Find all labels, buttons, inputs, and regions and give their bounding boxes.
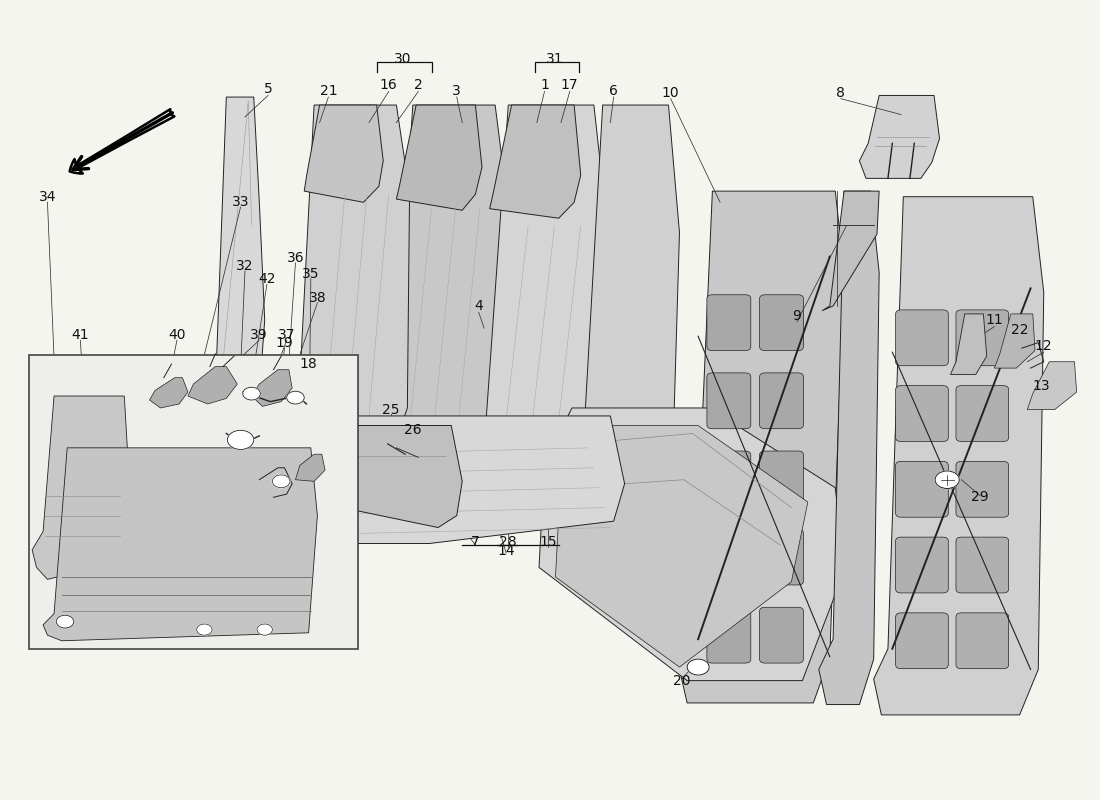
FancyBboxPatch shape (895, 462, 948, 517)
Polygon shape (539, 408, 844, 681)
Text: 2: 2 (414, 78, 422, 92)
FancyBboxPatch shape (760, 373, 803, 429)
Polygon shape (574, 105, 680, 512)
Text: 14: 14 (497, 545, 515, 558)
Polygon shape (1027, 362, 1077, 410)
Polygon shape (179, 420, 315, 515)
Circle shape (257, 624, 273, 635)
Polygon shape (150, 378, 188, 408)
Polygon shape (179, 416, 625, 543)
Polygon shape (43, 448, 318, 641)
Polygon shape (822, 191, 879, 310)
Text: 32: 32 (236, 259, 254, 273)
Text: 21: 21 (319, 84, 338, 98)
Text: 35: 35 (302, 267, 320, 281)
Text: 42: 42 (258, 272, 276, 286)
Text: 29: 29 (971, 490, 989, 504)
Polygon shape (305, 105, 383, 202)
Polygon shape (490, 105, 581, 218)
Text: 10: 10 (662, 86, 680, 100)
FancyBboxPatch shape (760, 294, 803, 350)
FancyBboxPatch shape (760, 607, 803, 663)
Text: 11: 11 (986, 314, 1003, 327)
FancyBboxPatch shape (707, 294, 751, 350)
Circle shape (56, 615, 74, 628)
FancyBboxPatch shape (29, 355, 358, 649)
Text: 37: 37 (278, 328, 296, 342)
Text: 33: 33 (232, 195, 250, 210)
Polygon shape (289, 105, 409, 464)
Text: 34: 34 (39, 190, 56, 204)
Text: 28: 28 (499, 535, 517, 549)
FancyBboxPatch shape (956, 386, 1009, 442)
Circle shape (287, 391, 305, 404)
Text: 30: 30 (394, 52, 411, 66)
FancyBboxPatch shape (956, 310, 1009, 366)
Circle shape (243, 387, 261, 400)
Text: 6: 6 (609, 84, 618, 98)
Text: 39: 39 (251, 328, 268, 342)
Polygon shape (208, 97, 265, 484)
Text: 4: 4 (474, 299, 483, 313)
Polygon shape (475, 105, 607, 502)
Polygon shape (873, 197, 1044, 715)
Polygon shape (381, 105, 508, 484)
Text: 17: 17 (561, 78, 579, 92)
Text: 12: 12 (1035, 338, 1053, 353)
Text: 3: 3 (452, 84, 461, 98)
FancyBboxPatch shape (895, 310, 948, 366)
FancyBboxPatch shape (707, 451, 751, 507)
FancyBboxPatch shape (895, 613, 948, 669)
Text: 25: 25 (382, 402, 399, 417)
Text: 1: 1 (540, 78, 549, 92)
Polygon shape (32, 396, 128, 579)
Polygon shape (556, 426, 807, 667)
Text: 40: 40 (168, 328, 186, 342)
Polygon shape (950, 314, 987, 374)
Circle shape (228, 430, 254, 450)
Text: 7: 7 (471, 535, 480, 549)
FancyBboxPatch shape (760, 451, 803, 507)
Polygon shape (296, 454, 326, 482)
Text: 18: 18 (299, 357, 318, 371)
Text: 36: 36 (287, 251, 305, 265)
Circle shape (273, 475, 290, 488)
Circle shape (688, 659, 710, 675)
Text: 9: 9 (792, 310, 801, 323)
Polygon shape (859, 95, 939, 178)
FancyBboxPatch shape (956, 613, 1009, 669)
Text: 41: 41 (72, 328, 89, 342)
Polygon shape (680, 191, 844, 703)
FancyBboxPatch shape (895, 386, 948, 442)
FancyBboxPatch shape (895, 537, 948, 593)
Text: 20: 20 (673, 674, 691, 688)
FancyBboxPatch shape (956, 537, 1009, 593)
Circle shape (935, 471, 959, 489)
Polygon shape (331, 426, 462, 527)
FancyBboxPatch shape (707, 373, 751, 429)
Text: 5: 5 (264, 82, 273, 96)
FancyBboxPatch shape (707, 529, 751, 585)
Text: 26: 26 (404, 423, 421, 438)
Text: 31: 31 (546, 52, 563, 66)
Polygon shape (396, 105, 482, 210)
FancyBboxPatch shape (760, 529, 803, 585)
Polygon shape (252, 370, 293, 406)
Text: 19: 19 (276, 336, 294, 350)
FancyBboxPatch shape (707, 607, 751, 663)
FancyBboxPatch shape (956, 462, 1009, 517)
Polygon shape (188, 366, 238, 404)
Polygon shape (994, 314, 1035, 368)
Text: 8: 8 (836, 86, 845, 100)
Text: 15: 15 (539, 535, 557, 549)
Text: 16: 16 (379, 78, 397, 92)
Text: 13: 13 (1033, 378, 1050, 393)
Text: 38: 38 (309, 291, 327, 305)
Polygon shape (818, 191, 879, 705)
Text: 22: 22 (1011, 323, 1028, 337)
Circle shape (197, 624, 212, 635)
